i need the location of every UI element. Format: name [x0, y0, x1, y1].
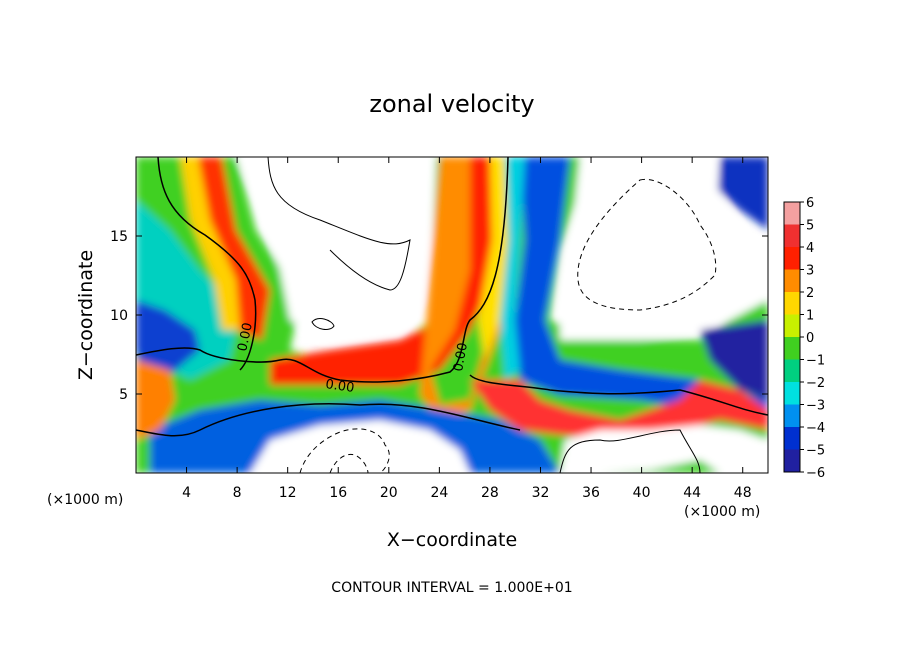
y-tick-label: 10: [110, 308, 128, 324]
x-tick-label: 20: [380, 485, 398, 501]
contour-label-1: 0.00: [235, 321, 256, 352]
y-tick-label: 5: [119, 387, 128, 403]
field-left-yellow-band: [180, 157, 240, 330]
field-center-yellow: [478, 157, 510, 360]
x-tick-label: 48: [734, 485, 752, 501]
y-tick-label: 15: [110, 229, 128, 245]
contour-zero-center-right: [469, 374, 768, 416]
contour-label-3: 0.00: [451, 342, 471, 373]
colorbar-tick-label: −3: [806, 399, 825, 414]
colorbar-tick-label: −5: [806, 444, 825, 459]
contour-negative-upper-right: [577, 178, 717, 311]
field-white-upper-right: [560, 157, 768, 340]
field-white-bottom-center: [250, 420, 470, 473]
x-axis-ticks: 4 8 12 16 20 24 28 32 36 40 44 48: [182, 157, 752, 501]
colorbar-swatch: [784, 449, 800, 472]
x-tick-label: 12: [279, 485, 297, 501]
colorbar-tick-label: −1: [806, 354, 825, 369]
colorbar-swatch: [784, 292, 800, 315]
colorbar-swatch: [784, 247, 800, 270]
contour-lines-dashed: [299, 178, 717, 473]
x-unit-label-left: (×1000 m): [47, 492, 123, 508]
contour-lines: [136, 157, 768, 437]
field-right-cyan: [500, 157, 525, 380]
colorbar-tick-label: 2: [806, 286, 814, 301]
field-right-bottom-blue: [700, 320, 768, 400]
colorbar-swatch: [784, 382, 800, 405]
colorbar-tick-label: 0: [806, 331, 814, 346]
x-tick-label: 36: [582, 485, 600, 501]
x-tick-label: 32: [532, 485, 550, 501]
colorbar-tick-label: 3: [806, 264, 814, 279]
x-tick-label: 24: [430, 485, 448, 501]
plot-area: 0.00 0.00 0.00: [136, 157, 768, 473]
contour-bottom-right: [559, 429, 701, 473]
colorbar-swatch: [784, 314, 800, 337]
x-tick-label: 16: [329, 485, 347, 501]
x-tick-label: 4: [182, 485, 191, 501]
x-axis-label: X−coordinate: [387, 529, 517, 551]
field-bottom-left-orange: [136, 360, 175, 440]
field-center-orange: [420, 157, 510, 420]
x-tick-label: 28: [481, 485, 499, 501]
contour-zero-left: [157, 157, 257, 371]
contour-small-loop: [311, 318, 335, 330]
colorbar-swatch: [784, 359, 800, 382]
colorbar-tick-label: −2: [806, 376, 825, 391]
y-axis-ticks: 5 10 15: [110, 229, 768, 403]
colorbar-tick-label: 4: [806, 241, 814, 256]
colorbar-swatch: [784, 224, 800, 247]
contour-lines-thin: [267, 157, 701, 473]
field-left-blue: [136, 300, 200, 375]
field-left-red-band: [195, 157, 270, 340]
colorbar-swatch: [784, 427, 800, 450]
colorbar-swatch: [784, 404, 800, 427]
contour-positive-upper: [267, 157, 411, 291]
heatmap-field: [136, 157, 768, 473]
contour-zero-left-lower: [136, 157, 509, 383]
colorbar-tick-label: −6: [806, 466, 825, 481]
contour-zero-bottom: [136, 402, 521, 437]
colorbar-swatch: [784, 337, 800, 360]
field-top-right-blue: [718, 157, 768, 230]
contour-label-2: 0.00: [324, 377, 355, 396]
x-tick-label: 40: [633, 485, 651, 501]
contour-negative-bottom-inner: [329, 453, 369, 473]
y-axis-label: Z−coordinate: [75, 250, 97, 380]
field-lower-red: [470, 380, 768, 440]
x-unit-label-right: (×1000 m): [684, 504, 760, 520]
field-white-bottom-right: [560, 425, 768, 473]
contour-interval-text: CONTOUR INTERVAL = 1.000E+01: [331, 580, 572, 596]
colorbar-swatch: [784, 202, 800, 225]
colorbar-tick-label: 5: [806, 219, 814, 234]
contour-labels: 0.00 0.00 0.00: [235, 321, 471, 396]
colorbar-swatch: [784, 269, 800, 292]
colorbar-tick-label: 1: [806, 309, 814, 324]
colorbar-tick-label: 6: [806, 196, 814, 211]
colorbar: 6 5 4 3 2 1 0 −1 −2 −3 −4 −5 −6: [783, 196, 825, 481]
x-tick-label: 44: [683, 485, 701, 501]
colorbar-tick-label: −4: [806, 421, 825, 436]
x-tick-label: 8: [233, 485, 242, 501]
contour-negative-bottom: [299, 428, 390, 473]
chart-title: zonal velocity: [369, 90, 534, 118]
